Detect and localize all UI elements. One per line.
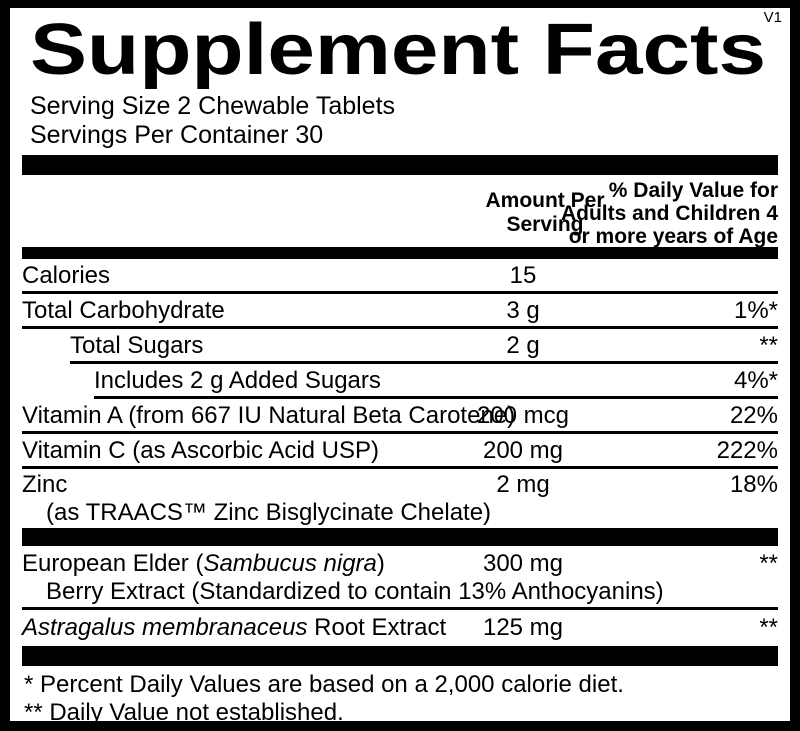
row-zinc: Zinc 2 mg 18% (as TRAACS™ Zinc Bisglycin… [22,469,778,528]
daily-value-header-line: Adults and Children 4 [560,202,778,225]
row-divider [22,291,778,294]
row-total-carbohydrate: Total Carbohydrate 3 g 1%* [22,294,778,326]
nutrient-name: European Elder (Sambucus nigra) [22,550,385,577]
serving-size: Serving Size 2 Chewable Tablets [30,92,396,120]
amount-cell: 200 mg [482,437,564,464]
nutrient-name: Calories [22,262,111,289]
separator-bar-botanicals [22,528,778,546]
footnote-dv-not-established: ** Daily Value not established. [24,699,344,726]
daily-value-header-line: % Daily Value for [608,179,778,202]
column-headers: Amount Per Serving % Daily Value for Adu… [22,175,778,248]
row-total-sugars: Total Sugars 2 g ** [22,329,778,361]
row-zinc-line1: Zinc 2 mg 18% [22,469,778,499]
row-divider [94,396,778,399]
daily-value-cell: ** [759,614,778,641]
daily-value-cell: 4%* [733,367,778,394]
daily-value-header: % Daily Value for Adults and Children 4 … [548,179,778,248]
nutrient-name: Total Carbohydrate [22,297,225,324]
amount-cell: 125 mg [482,614,564,641]
row-astragalus: Astragalus membranaceus Root Extract 125… [22,610,778,643]
daily-value-cell: 222% [716,437,778,464]
separator-bar-top [22,155,778,175]
footnotes: * Percent Daily Values are based on a 2,… [24,671,778,726]
row-divider [22,326,778,329]
separator-bar-bottom [22,646,778,666]
row-european-elder: European Elder (Sambucus nigra) 300 mg *… [22,546,778,607]
daily-value-cell: 1%* [733,297,778,324]
nutrient-name: Astragalus membranaceus Root Extract [22,614,447,641]
daily-value-cell: 18% [729,471,778,498]
daily-value-cell: 22% [729,402,778,429]
nutrient-name: Total Sugars [70,332,204,359]
nutrient-name: Vitamin C (as Ascorbic Acid USP) [22,437,380,464]
amount-cell: 2 mg [496,471,550,498]
daily-value-cell: ** [759,332,778,359]
nutrient-name: Includes 2 g Added Sugars [94,367,381,394]
servings-per-container: Servings Per Container 30 [30,121,324,149]
nutrient-name-continuation: (as TRAACS™ Zinc Bisglycinate Chelate) [46,499,492,526]
title-svg: Supplement Facts [30,14,766,90]
title-text: Supplement Facts [30,14,766,90]
daily-value-header-line: or more years of Age [568,225,778,248]
title: Supplement Facts [30,14,778,92]
row-divider [22,466,778,469]
botanical-latin-name: Astragalus membranaceus [22,614,308,641]
amount-cell: 300 mg [482,550,564,577]
nutrient-name: Zinc [22,471,68,498]
amount-cell: 15 [509,262,537,289]
amount-cell: 2 g [506,332,540,359]
row-added-sugars: Includes 2 g Added Sugars 4%* [22,364,778,396]
version-tag: V1 [763,9,782,26]
row-divider [22,431,778,434]
nutrient-name: Vitamin A (from 667 IU Natural Beta Caro… [22,402,516,429]
footnote-daily-values: * Percent Daily Values are based on a 2,… [24,671,624,698]
row-calories: Calories 15 [22,259,778,291]
amount-cell: 3 g [506,297,540,324]
row-european-elder-line1: European Elder (Sambucus nigra) 300 mg *… [22,550,778,578]
row-vitamin-a: Vitamin A (from 667 IU Natural Beta Caro… [22,399,778,431]
amount-per-serving-header: Amount Per Serving [485,189,605,236]
row-divider [70,361,778,364]
daily-value-cell: ** [759,550,778,577]
separator-bar-header [22,247,778,259]
nutrient-name-continuation: Berry Extract (Standardized to contain 1… [46,578,664,605]
row-vitamin-c: Vitamin C (as Ascorbic Acid USP) 200 mg … [22,434,778,466]
botanical-latin-name: Sambucus nigra [203,550,377,577]
amount-cell: 200 mcg [476,402,570,429]
row-divider [22,607,778,610]
